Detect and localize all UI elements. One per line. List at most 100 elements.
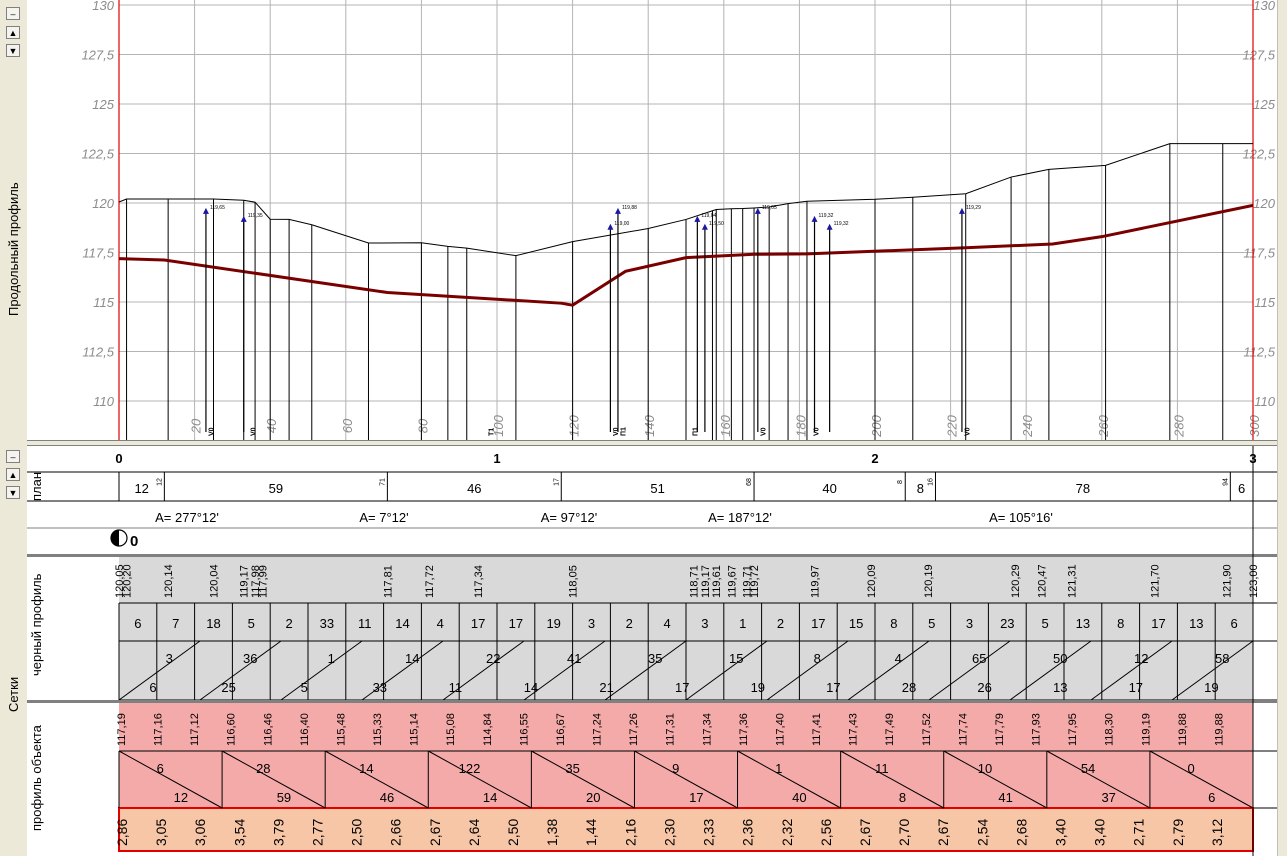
plan-azimuth-label: А= 7°12' [359,510,408,525]
black-slope-diagonal [523,640,606,701]
object-elevation: 117,24 [592,713,604,746]
profile-bottom-tag: V0 [613,427,620,436]
profile-y-tick-left: 117,5 [82,246,114,261]
plan-segment-mark: 17 [553,478,560,486]
object-elevation: 117,19 [116,713,128,746]
profile-marker-triangle-icon [701,223,708,230]
black-slope-diagonal [1090,640,1173,701]
ground-line [118,143,1253,257]
profile-scroll-down-button[interactable]: ▼ [6,44,20,57]
plan-segment-length: 8 [917,481,924,496]
black-slope-top: 4 [895,651,902,666]
black-distance: 8 [890,616,897,631]
profile-y-tick-right: 110 [1254,394,1275,409]
plan-segment-length: 51 [650,481,664,496]
black-slope-diagonal [928,640,1011,701]
grids-panel-title: Сетки [6,676,21,712]
right-scroll-strip[interactable] [1277,0,1287,856]
object-elevation: 115,08 [445,713,457,746]
object-elevation: 118,30 [1104,713,1116,746]
profile-minimize-button[interactable]: – [6,7,20,20]
object-slope-diagonal [840,750,944,809]
object-slope-bottom: 17 [689,790,703,805]
object-cut-depth: 2,64 [466,819,482,846]
plan-segment-mark: 12 [156,478,163,486]
plan-segment-mark: 71 [379,478,386,486]
profile-y-tick-left: 120 [92,196,114,211]
black-slope-top: 58 [1215,651,1229,666]
profile-marker-triangle-icon [607,223,614,230]
black-slope-top: 12 [1134,651,1148,666]
object-elevation: 116,40 [299,713,311,746]
profile-scroll-up-button[interactable]: ▲ [6,26,20,39]
profile-y-tick-right: 112,5 [1243,345,1275,360]
black-slope-bottom: 28 [902,680,916,695]
object-elevation: 117,34 [701,713,713,746]
black-slope-diagonal [685,640,768,701]
black-distance: 17 [509,616,523,631]
object-elevation: 116,60 [226,713,238,746]
object-slope-diagonal [634,750,738,809]
profile-marker-label: 119,50 [709,221,724,227]
grids-scroll-down-button[interactable]: ▼ [6,486,20,499]
plan-segment-length: 40 [822,481,836,496]
object-elevation: 117,26 [628,713,640,746]
object-slope-top: 122 [459,761,481,776]
black-distance: 6 [134,616,141,631]
black-slope-top: 36 [243,651,257,666]
curve-number: 0 [130,533,138,550]
black-divider [27,700,1277,703]
design-line [118,203,1254,307]
object-elevation: 117,36 [738,713,750,746]
object-elevation: 117,40 [774,713,786,746]
object-cut-depth: 1,44 [583,819,599,846]
profile-bottom-tag: V0 [965,427,972,436]
panel-splitter[interactable] [27,440,1277,446]
black-elevation: 120,05 [114,564,126,598]
black-distance: 4 [663,616,670,631]
profile-marker-triangle-icon [958,207,965,214]
profile-marker-triangle-icon [694,215,701,222]
object-cut-depth: 2,32 [779,819,795,846]
object-slope-top: 9 [672,761,679,776]
plan-divider [27,554,1277,557]
profile-x-tick: 80 [415,418,430,433]
plan-segment-mark: 16 [927,478,934,486]
black-distance: 17 [471,616,485,631]
black-slope-top: 15 [729,651,743,666]
profile-x-tick: 200 [869,414,884,437]
object-elevation: 116,46 [262,713,274,746]
profile-y-tick-left: 115 [93,295,114,310]
black-distance: 11 [358,616,372,631]
profile-y-tick-right: 127,5 [1242,48,1275,63]
profile-x-tick: 140 [642,414,657,436]
object-cut-depth: 2,30 [661,819,677,846]
black-elevation: 117,99 [258,565,270,598]
black-slope-top: 3 [166,651,173,666]
profile-y-tick-left: 110 [93,394,114,409]
profile-y-tick-left: 127,5 [81,48,114,63]
black-elevation: 120,04 [209,564,221,598]
object-slope-diagonal [943,750,1048,809]
black-slope-bottom: 25 [221,680,235,695]
profile-bottom-tag: V0 [209,427,216,436]
black-elevation: 119,97 [810,565,822,598]
object-cut-depth: 3,79 [270,819,286,846]
grids-minimize-button[interactable]: – [6,450,20,463]
black-elevation: 119,71 [741,565,753,598]
plan-azimuth-label: А= 187°12' [708,510,772,525]
object-slope-top: 10 [978,761,992,776]
object-cut-depth: 2,70 [896,819,912,846]
grids-scroll-up-button[interactable]: ▲ [6,468,20,481]
profile-x-tick: 260 [1096,414,1111,437]
plan-segment-length: 12 [134,481,148,496]
object-cut-depth: 2,71 [1131,819,1147,846]
black-slope-top: 8 [814,651,821,666]
profile-y-tick-right: 115 [1254,295,1275,310]
object-cut-depth: 2,56 [818,819,834,846]
profile-x-tick: 120 [567,414,582,436]
plan-azimuth-label: А= 97°12' [541,510,597,525]
black-distance: 3 [701,616,708,631]
